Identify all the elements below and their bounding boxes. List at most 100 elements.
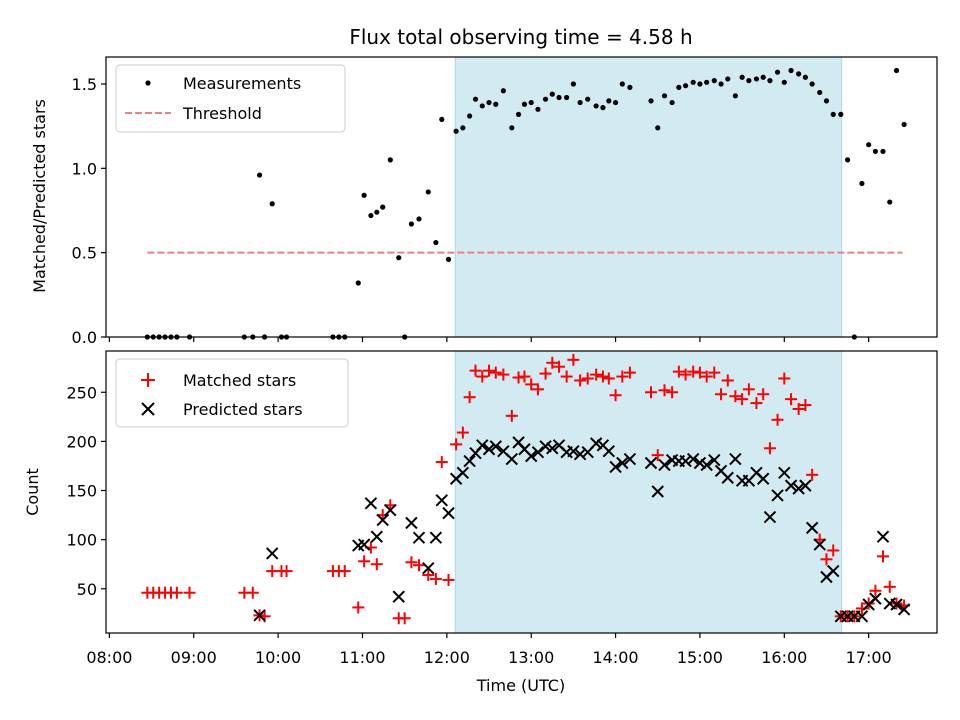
predicted-star-point	[700, 458, 713, 472]
matched-star-point	[429, 572, 442, 585]
matched-star-point	[602, 372, 615, 385]
predicted-star-point	[855, 610, 869, 623]
matched-star-point	[574, 374, 587, 387]
y-tick-label: 0.5	[72, 244, 97, 263]
matched-star-point	[763, 442, 776, 455]
matched-star-point	[672, 365, 685, 378]
top-panel-shaded-region	[454, 56, 843, 338]
matched-star-point	[456, 426, 469, 439]
matched-star-point	[771, 413, 784, 426]
matched-star-point	[560, 370, 573, 383]
measurements-points	[144, 67, 907, 340]
measurement-point	[619, 81, 625, 87]
matched-star-point	[742, 383, 755, 396]
measurement-point	[774, 69, 781, 75]
predicted-star-point	[679, 454, 692, 468]
measurement-point	[872, 148, 879, 155]
matched-star-point	[546, 356, 559, 369]
measurement-point	[612, 99, 619, 106]
measurement-point	[445, 256, 452, 263]
predicted-star-point	[876, 530, 890, 543]
matched-star-point	[422, 569, 435, 582]
top-panel: 0.0 0.5 1.0 1.5 Matched/Predicted stars Mea…	[30, 56, 938, 347]
measurement-point	[439, 116, 445, 123]
predicted-star-point	[827, 564, 840, 578]
predicted-star-point	[384, 503, 397, 517]
measurement-point	[493, 101, 499, 107]
matched-star-point	[370, 558, 383, 571]
measurement-point	[564, 94, 570, 101]
x-tick-label: 15:00	[677, 648, 723, 667]
matched-star-point	[405, 556, 418, 569]
measurement-point	[368, 212, 374, 219]
x-tick-label: 11:00	[339, 648, 385, 667]
predicted-star-point	[429, 531, 443, 544]
predicted-star-point	[763, 510, 777, 524]
measurement-point	[690, 79, 696, 85]
observing-window-shade	[454, 350, 843, 634]
matched-star-point	[352, 601, 365, 614]
matched-star-point	[623, 366, 636, 379]
measurement-point	[711, 78, 717, 84]
predicted-star-point	[756, 472, 770, 485]
top-panel-legend: Measurements Threshold	[115, 64, 346, 133]
matched-star-point	[469, 364, 482, 377]
predicted-star-point	[897, 603, 911, 616]
x-tick-label: 13:00	[508, 648, 554, 667]
y-tick-label: 200	[66, 432, 97, 451]
matched-star-point	[581, 372, 594, 385]
measurement-point	[425, 189, 431, 195]
measurement-point	[669, 99, 675, 106]
predicted-star-point	[531, 445, 545, 459]
legend-measurements-marker	[145, 80, 151, 86]
predicted-star-point	[686, 452, 700, 466]
measurement-point	[866, 142, 872, 148]
matched-star-point	[708, 366, 721, 379]
y-tick-label: 250	[66, 383, 97, 402]
matched-star-point	[715, 388, 728, 401]
measurement-point	[809, 81, 815, 87]
measurement-point	[823, 98, 830, 104]
x-tick-label: 14:00	[593, 648, 639, 667]
matched-star-point	[567, 353, 580, 366]
predicted-star-point	[729, 452, 742, 466]
predicted-star-point	[392, 590, 405, 603]
y-tick-label: 1.0	[72, 159, 97, 178]
bottom-panel-y-ticks: 50 100 150 200 250	[66, 383, 106, 599]
matched-star-point	[398, 612, 411, 625]
predicted-star-point	[805, 521, 819, 535]
measurement-point	[627, 84, 633, 90]
measurement-point	[467, 113, 473, 119]
measurement-point	[732, 93, 738, 99]
matched-star-point	[757, 388, 770, 401]
measurement-point	[661, 93, 668, 99]
measurement-point	[528, 99, 534, 106]
measurement-point	[593, 103, 599, 109]
predicted-star-point	[658, 458, 671, 472]
matched-star-point	[280, 565, 293, 578]
measurement-point	[577, 99, 583, 106]
matched-star-point	[442, 573, 455, 586]
matched-star-point	[435, 456, 448, 469]
measurement-point	[355, 280, 361, 286]
matched-star-point	[645, 386, 658, 399]
measurement-point	[725, 76, 731, 82]
matched-star-point	[679, 368, 692, 381]
measurement-point	[460, 125, 466, 131]
measurement-point	[838, 111, 844, 117]
x-tick-label: 17:00	[846, 648, 892, 667]
matched-star-point	[609, 389, 622, 402]
matched-star-point	[463, 391, 476, 404]
matched-star-point	[596, 370, 609, 383]
predicted-star-point	[253, 609, 266, 622]
measurement-point	[796, 71, 802, 77]
top-panel-x-ticks	[108, 337, 870, 342]
measurement-point	[753, 76, 760, 82]
matched-star-point	[539, 367, 552, 380]
predicted-star-point	[813, 538, 826, 551]
predicted-star-point	[721, 471, 734, 484]
predicted-star-point	[489, 440, 502, 453]
matched-star-point	[883, 580, 896, 593]
measurement-point	[472, 96, 479, 102]
measurement-point	[408, 221, 415, 227]
